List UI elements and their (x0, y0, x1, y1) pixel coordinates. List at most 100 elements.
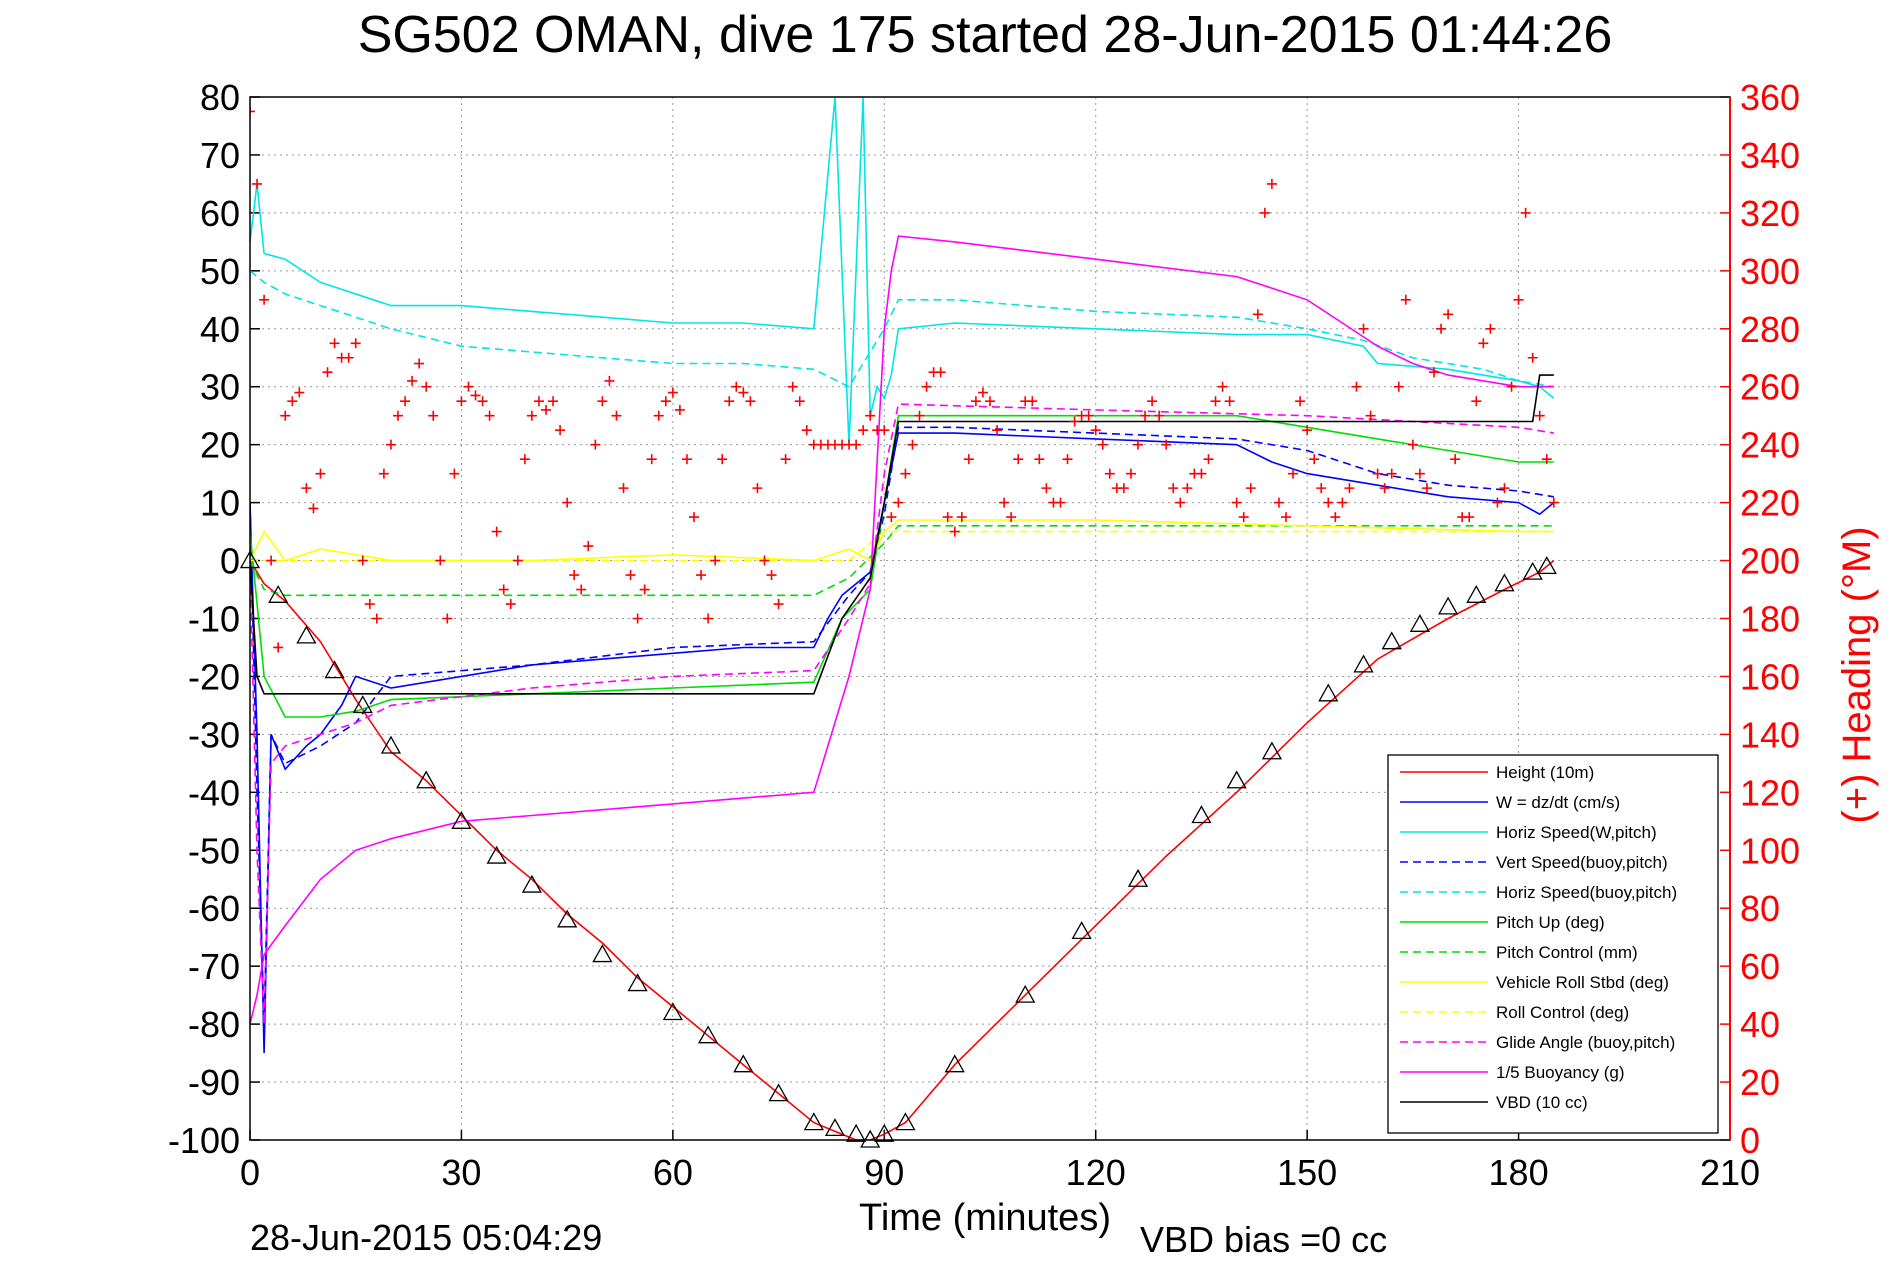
legend-label-4: Horiz Speed(buoy,pitch) (1496, 883, 1677, 902)
heading-marker (1238, 512, 1249, 523)
heading-marker (1414, 468, 1425, 479)
heading-marker (385, 439, 396, 450)
heading-marker (907, 439, 918, 450)
heading-marker (548, 396, 559, 407)
heading-marker (1140, 410, 1151, 421)
y2-axis-label: (+) Heading (°M) (1835, 526, 1879, 823)
heading-marker (449, 468, 460, 479)
heading-marker (1330, 512, 1341, 523)
heading-marker (1358, 323, 1369, 334)
heading-marker (1090, 425, 1101, 436)
heading-marker (963, 454, 974, 465)
heading-marker (618, 483, 629, 494)
heading-marker (639, 584, 650, 595)
legend-label-6: Pitch Control (mm) (1496, 943, 1638, 962)
heading-marker (569, 570, 580, 581)
legend-label-0: Height (10m) (1496, 763, 1594, 782)
heading-marker (1541, 454, 1552, 465)
vbd-triangle (521, 874, 543, 893)
heading-marker (484, 410, 495, 421)
x-tick-label: 60 (653, 1152, 693, 1193)
legend-label-9: Glide Angle (buoy,pitch) (1496, 1033, 1675, 1052)
y-tick-label: -100 (168, 1120, 240, 1161)
y-tick-label: 40 (200, 309, 240, 350)
vbd-triangle (895, 1112, 916, 1131)
vbd-triangle (697, 1025, 719, 1044)
vbd-triangle (733, 1054, 754, 1073)
heading-marker (717, 454, 728, 465)
heading-marker (1104, 468, 1115, 479)
heading-marker (1062, 454, 1073, 465)
x-axis-label: Time (minutes) (859, 1197, 1111, 1239)
x-tick-label: 180 (1489, 1152, 1549, 1193)
heading-marker (1302, 425, 1313, 436)
heading-marker (597, 396, 608, 407)
heading-marker (1203, 454, 1214, 465)
heading-marker (435, 555, 446, 566)
vbd-triangle (592, 944, 613, 963)
heading-marker (1513, 294, 1524, 305)
heading-marker (970, 396, 981, 407)
y-tick-label: 70 (200, 135, 240, 176)
heading-marker (999, 497, 1010, 508)
heading-marker (1443, 309, 1454, 320)
heading-marker (1379, 483, 1390, 494)
heading-marker (710, 555, 721, 566)
heading-marker (858, 425, 869, 436)
vbd-triangle (1191, 805, 1212, 824)
y-tick-label: -30 (188, 714, 240, 755)
legend-label-1: W = dz/dt (cm/s) (1496, 793, 1620, 812)
heading-marker (1281, 512, 1291, 523)
heading-marker (1125, 468, 1136, 479)
heading-marker (689, 512, 699, 523)
y2-tick-label: 60 (1740, 946, 1780, 987)
legend: Height (10m) W = dz/dt (cm/s) Horiz Speed(… (1387, 754, 1719, 1134)
heading-marker (541, 404, 551, 415)
y2-tick-label: 260 (1740, 367, 1800, 408)
legend-label-5: Pitch Up (deg) (1496, 913, 1605, 932)
vbd-triangle (1494, 573, 1515, 592)
y-tick-label: -60 (188, 888, 240, 929)
heading-marker (674, 404, 685, 415)
heading-marker (1133, 439, 1143, 450)
vbd-triangle (944, 1054, 965, 1073)
vbd-triangle (1409, 613, 1431, 632)
heading-marker (583, 541, 594, 552)
heading-marker (343, 352, 354, 363)
heading-marker (1548, 497, 1559, 508)
y2-tick-label: 140 (1740, 714, 1800, 755)
heading-marker (1450, 454, 1461, 465)
heading-marker (1344, 483, 1355, 494)
vbd-triangle (627, 973, 648, 992)
vbd-triangle (803, 1112, 824, 1131)
heading-marker (851, 439, 862, 450)
y2-tick-label: 120 (1740, 772, 1800, 813)
heading-marker (1407, 439, 1418, 450)
vbd-triangle (1381, 631, 1402, 650)
series-line-2 (250, 97, 1555, 445)
heading-marker (1041, 483, 1052, 494)
heading-marker (893, 497, 904, 508)
heading-marker (1506, 381, 1517, 392)
heading-marker (273, 642, 284, 653)
heading-marker (681, 454, 692, 465)
heading-marker (1252, 309, 1263, 320)
heading-marker (703, 613, 714, 624)
heading-marker (315, 468, 326, 479)
heading-marker (1485, 323, 1496, 334)
series-line-0 (250, 559, 1555, 1140)
heading-marker (985, 396, 995, 407)
heading-marker (1372, 468, 1383, 479)
x-tick-label: 210 (1700, 1152, 1760, 1193)
heading-marker (1154, 410, 1165, 421)
y2-tick-label: 0 (1740, 1120, 1760, 1161)
heading-marker (329, 338, 340, 349)
vbd-triangle (874, 1123, 895, 1142)
heading-marker (280, 410, 291, 421)
y2-tick-label: 360 (1740, 77, 1800, 118)
heading-marker (1161, 439, 1172, 450)
heading-marker (1316, 483, 1327, 494)
heading-marker (865, 410, 876, 421)
y-tick-label: -10 (188, 599, 240, 640)
heading-marker (250, 106, 255, 117)
